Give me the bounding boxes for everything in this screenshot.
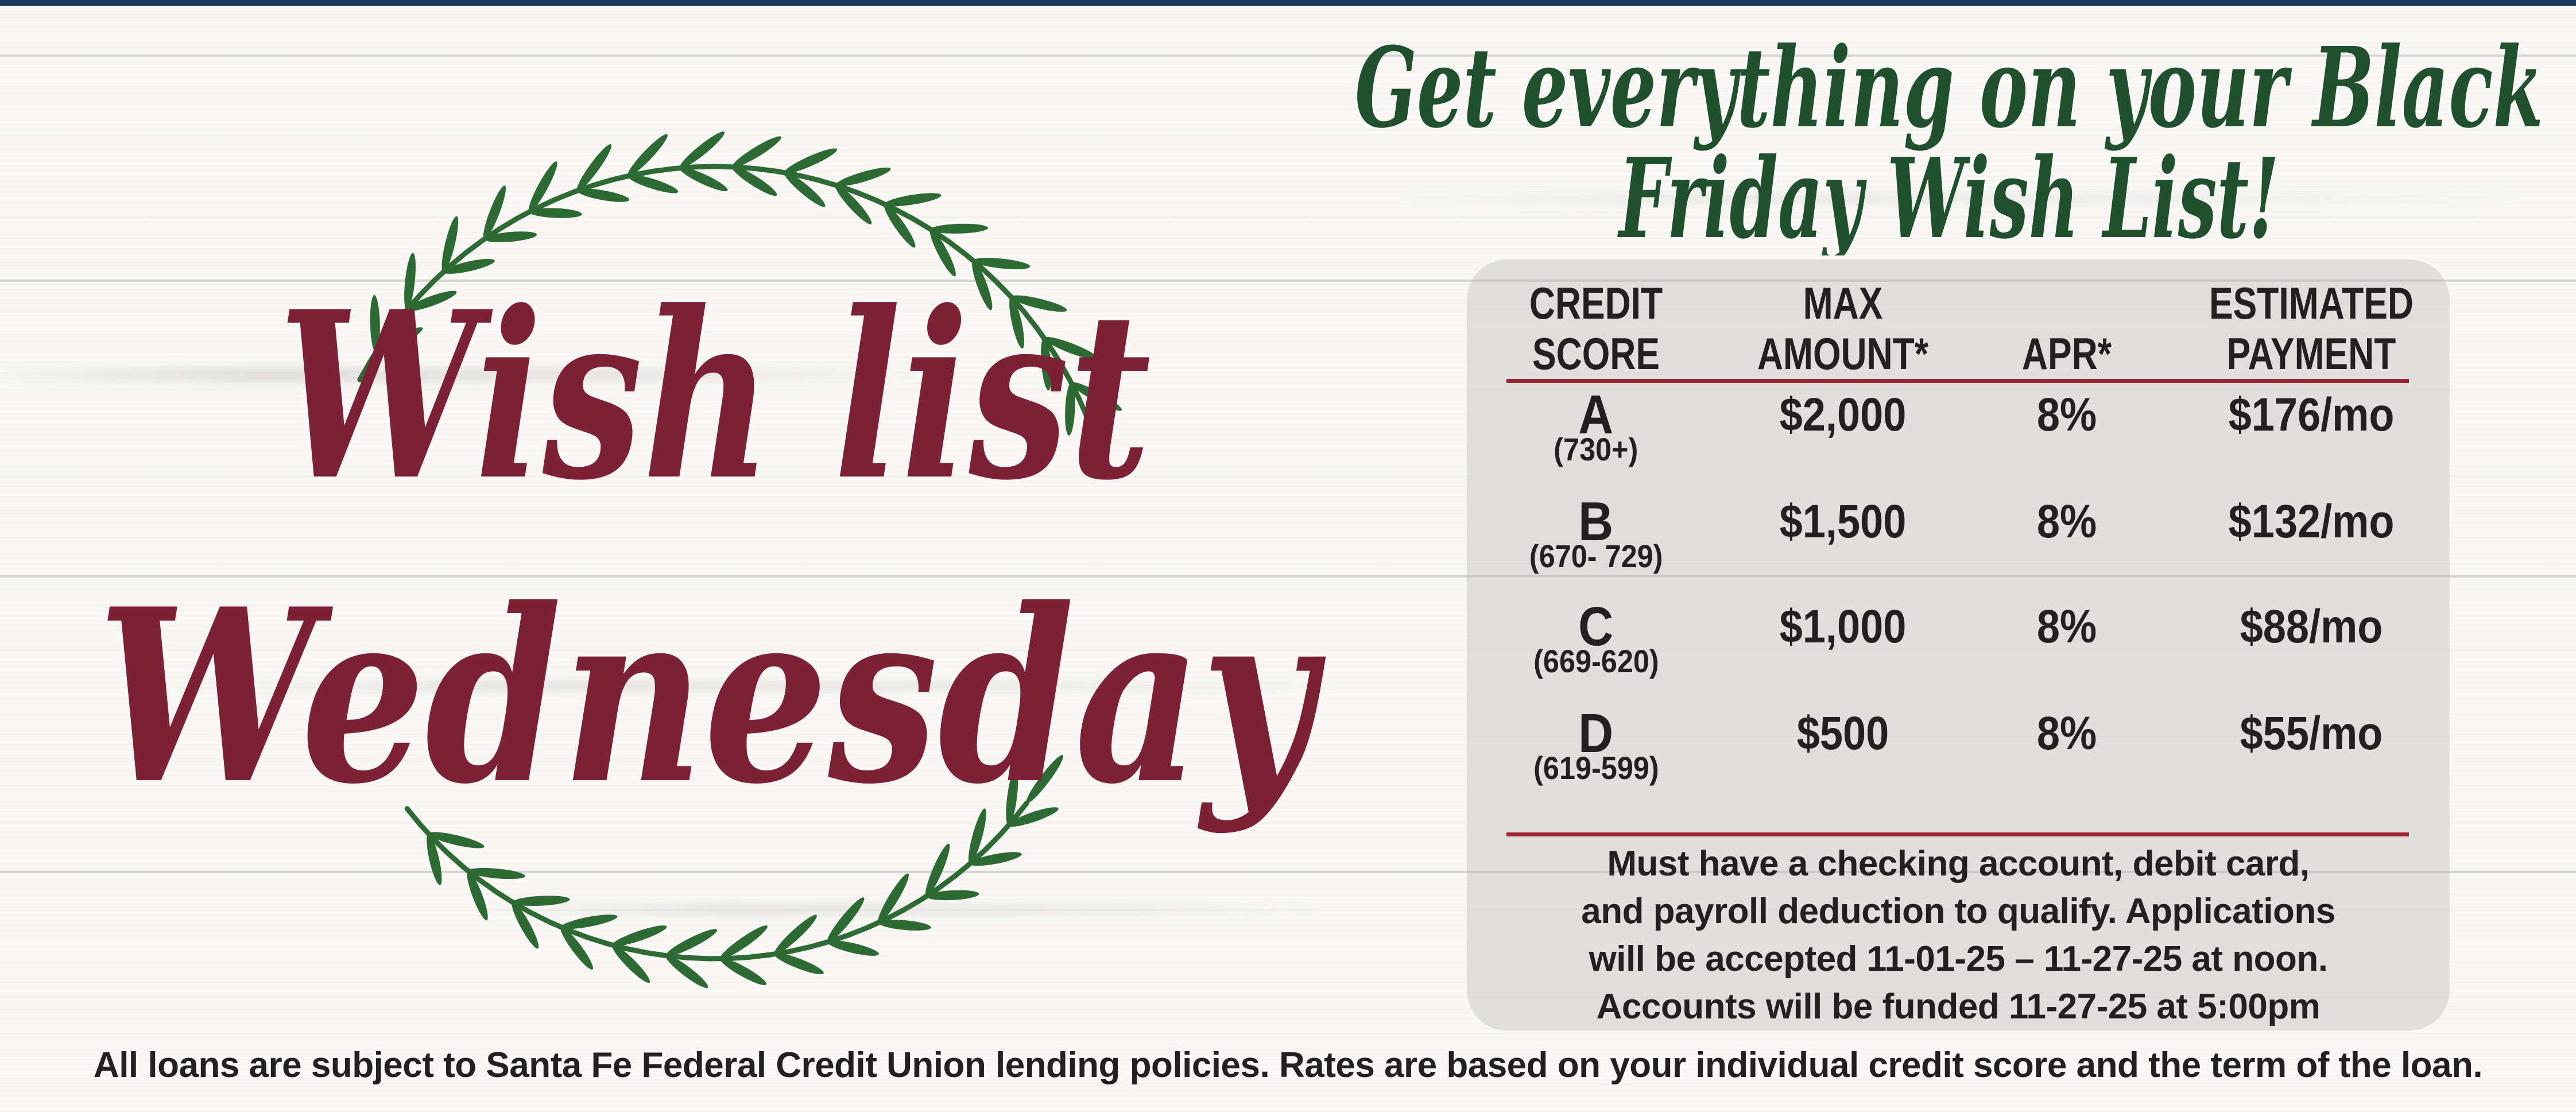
header-line: PAYMENT (2226, 328, 2396, 379)
wood-grain-streak (1389, 192, 2538, 205)
header-line: AMOUNT* (1757, 328, 1929, 379)
header-line: SCORE (1532, 328, 1660, 379)
qualification-note-line: Accounts will be funded 11-27-25 at 5:00… (1596, 987, 2321, 1026)
wreath-top-sprig-icon (357, 131, 1122, 474)
qualification-note-line: will be accepted 11-01-25 – 11-27-25 at … (1589, 939, 2328, 979)
grade-letter: A (1578, 384, 1614, 445)
max-amount-value: $500 (1796, 707, 1889, 760)
top-accent-bar (0, 0, 2576, 6)
grade-cell: B (670- 729) (1467, 491, 1725, 574)
wood-plank-seam (0, 871, 2576, 873)
qualification-note: Must have a checking account, debit card… (1467, 840, 2450, 1030)
score-range: (670- 729) (1529, 538, 1663, 574)
column-header-estimated-payment: ESTIMATED PAYMENT (2201, 278, 2422, 379)
apr-value: 8% (2036, 495, 2097, 548)
wood-grain-streak (149, 680, 1355, 692)
table-row-grade-b: B (670- 729) $1,500 8% $132/mo (1467, 491, 2450, 574)
apr-value: 8% (2036, 707, 2097, 760)
header-line: ESTIMATED (2209, 278, 2414, 328)
grade-letter: C (1578, 596, 1614, 657)
max-amount-value: $1,000 (1779, 600, 1907, 653)
max-amount-value: $1,500 (1779, 495, 1907, 548)
grade-cell: D (619-599) (1467, 703, 1725, 786)
headline-line2: Friday Wish List! (1617, 134, 2279, 255)
wish-title-line2: Wednesday (98, 556, 1326, 836)
qualification-note-line: and payroll deduction to qualify. Applic… (1581, 892, 2335, 931)
table-row-grade-d: D (619-599) $500 8% $55/mo (1467, 703, 2450, 786)
headline-line1: Get everything on your Black (1355, 24, 2543, 153)
column-header-apr: APR* (1982, 278, 2152, 379)
rates-table-header-row: CREDIT SCORE MAX AMOUNT* APR* ESTIMATED … (1467, 278, 2450, 379)
apr-value: 8% (2036, 389, 2097, 441)
grade-cell: A (730+) (1467, 384, 1725, 467)
wood-plank-seam (0, 55, 2576, 57)
score-range: (730+) (1554, 431, 1638, 467)
wish-title-line1: Wish list (278, 261, 1151, 531)
grade-letter: D (1578, 703, 1614, 764)
score-range: (669-620) (1533, 643, 1659, 679)
table-row-grade-c: C (669-620) $1,000 8% $88/mo (1467, 596, 2450, 679)
header-line: CREDIT (1529, 278, 1663, 328)
header-line: APR* (2021, 328, 2112, 379)
legal-disclaimer: All loans are subject to Santa Fe Federa… (93, 1045, 2483, 1085)
wood-plank-seam (0, 575, 2576, 578)
table-divider-bottom (1506, 832, 2409, 836)
header-line: MAX (1803, 278, 1883, 328)
column-header-max-amount: MAX AMOUNT* (1749, 278, 1937, 379)
wood-grain-streak (0, 367, 942, 382)
column-header-credit-score: CREDIT SCORE (1493, 278, 1699, 379)
headline: Get everything on your Black Friday Wish… (1355, 24, 2543, 255)
grade-letter: B (1578, 491, 1614, 552)
payment-value: $176/mo (2228, 389, 2395, 441)
apr-value: 8% (2036, 600, 2097, 653)
wreath-graphic: Wish list Wednesday (98, 131, 1326, 989)
max-amount-value: $2,000 (1779, 389, 1907, 441)
payment-value: $88/mo (2240, 600, 2383, 653)
table-divider-top (1506, 379, 2409, 383)
payment-value: $55/mo (2240, 707, 2383, 760)
wreath-bottom-sprig-icon (404, 755, 1064, 989)
score-range: (619-599) (1533, 750, 1659, 786)
payment-value: $132/mo (2228, 495, 2395, 548)
rates-panel: CREDIT SCORE MAX AMOUNT* APR* ESTIMATED … (1467, 259, 2450, 1030)
table-row-grade-a: A (730+) $2,000 8% $176/mo (1467, 384, 2450, 467)
grade-cell: C (669-620) (1467, 596, 1725, 679)
qualification-note-line: Must have a checking account, debit card… (1607, 844, 2310, 884)
wood-plank-seam (0, 280, 2576, 282)
